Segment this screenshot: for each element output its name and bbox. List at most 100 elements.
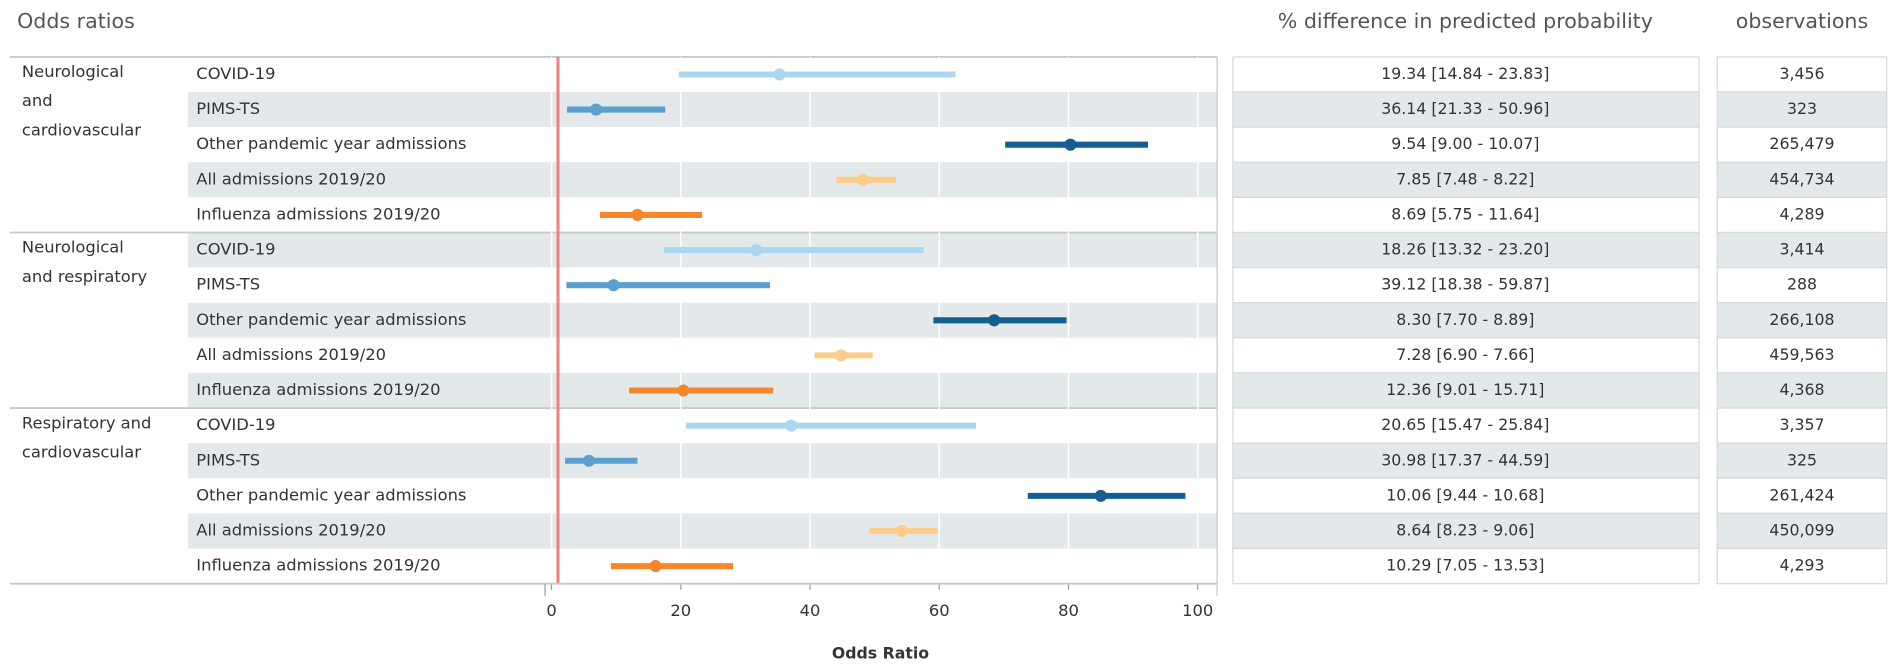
table-cell bbox=[1716, 267, 1888, 304]
x-tick-label: 80 bbox=[1058, 601, 1079, 620]
pct-difference: 20.65 [15.47 - 25.84] bbox=[1381, 415, 1549, 434]
point-estimate bbox=[631, 208, 644, 221]
group-label: Neurological bbox=[22, 238, 124, 257]
group-label: Neurological bbox=[22, 62, 124, 81]
observations: 3,456 bbox=[1779, 64, 1824, 83]
point-estimate bbox=[677, 384, 690, 397]
table-cell bbox=[1232, 231, 1700, 269]
x-tick-label: 0 bbox=[546, 601, 556, 620]
category-label: COVID-19 bbox=[196, 240, 275, 259]
category-label: PIMS-TS bbox=[196, 450, 260, 469]
pct-difference: 39.12 [18.38 - 59.87] bbox=[1381, 275, 1549, 294]
category-label: Influenza admissions 2019/20 bbox=[196, 556, 440, 575]
point-estimate bbox=[895, 524, 908, 538]
point-estimate bbox=[773, 68, 786, 81]
observations: 265,479 bbox=[1769, 134, 1834, 153]
table-cell bbox=[1716, 126, 1888, 163]
category-label: All admissions 2019/20 bbox=[196, 169, 386, 188]
point-estimate bbox=[1064, 138, 1077, 151]
group-label: Respiratory and bbox=[22, 413, 151, 432]
group-label: cardiovascular bbox=[22, 120, 141, 139]
observations: 323 bbox=[1787, 99, 1817, 118]
table-cell bbox=[1716, 56, 1888, 93]
row-band bbox=[187, 162, 1218, 198]
category-label: Influenza admissions 2019/20 bbox=[196, 204, 440, 223]
category-label: PIMS-TS bbox=[196, 275, 260, 294]
group-label: cardiovascular bbox=[22, 442, 141, 461]
x-tick-label: 20 bbox=[670, 601, 691, 620]
group-label: and bbox=[22, 91, 53, 110]
category-label: COVID-19 bbox=[196, 64, 275, 83]
category-label: All admissions 2019/20 bbox=[196, 345, 386, 364]
column-header: observations bbox=[1736, 9, 1868, 33]
table-cell bbox=[1232, 477, 1700, 515]
category-label: Other pandemic year admissions bbox=[196, 134, 466, 153]
observations: 459,563 bbox=[1769, 345, 1834, 364]
x-tick-label: 40 bbox=[800, 601, 821, 620]
observations: 261,424 bbox=[1769, 485, 1834, 504]
category-label: COVID-19 bbox=[196, 415, 275, 434]
observations: 3,414 bbox=[1779, 240, 1824, 259]
x-tick-label: 100 bbox=[1182, 601, 1213, 620]
column-header: % difference in predicted probability bbox=[1278, 9, 1653, 33]
observations: 288 bbox=[1787, 275, 1817, 294]
table-cell bbox=[1232, 547, 1700, 585]
row-band bbox=[187, 92, 1218, 128]
pct-difference: 36.14 [21.33 - 50.96] bbox=[1381, 99, 1549, 118]
category-label: Influenza admissions 2019/20 bbox=[196, 380, 440, 399]
category-label: Other pandemic year admissions bbox=[196, 485, 466, 504]
point-estimate bbox=[750, 243, 763, 257]
x-axis-title: Odds Ratio bbox=[832, 643, 929, 662]
observations: 3,357 bbox=[1779, 415, 1824, 434]
point-estimate bbox=[856, 173, 870, 186]
pct-difference: 30.98 [17.37 - 44.59] bbox=[1381, 450, 1549, 469]
observations: 4,368 bbox=[1779, 380, 1824, 399]
point-estimate bbox=[590, 103, 603, 116]
point-estimate bbox=[649, 560, 662, 573]
table-cell bbox=[1232, 267, 1700, 304]
category-label: PIMS-TS bbox=[196, 99, 260, 118]
row-band bbox=[187, 337, 1218, 373]
pct-difference: 12.36 [9.01 - 15.71] bbox=[1386, 380, 1544, 399]
point-estimate bbox=[607, 279, 620, 292]
row-band bbox=[187, 513, 1218, 549]
observations: 266,108 bbox=[1769, 310, 1834, 329]
table-cell bbox=[1232, 161, 1700, 198]
table-cell bbox=[1232, 56, 1700, 93]
chart-title: Odds ratios bbox=[17, 9, 135, 33]
observations: 4,293 bbox=[1779, 556, 1824, 575]
table-cell bbox=[1716, 302, 1888, 339]
observations: 325 bbox=[1787, 450, 1817, 469]
table-cell bbox=[1232, 442, 1700, 479]
point-estimate bbox=[1094, 489, 1107, 502]
point-estimate bbox=[988, 314, 1001, 327]
category-label: All admissions 2019/20 bbox=[196, 520, 386, 539]
row-band bbox=[187, 197, 1218, 233]
table-cell bbox=[1716, 547, 1888, 585]
pct-difference: 8.69 [5.75 - 11.64] bbox=[1391, 204, 1539, 223]
table-cell bbox=[1716, 512, 1888, 550]
observations: 450,099 bbox=[1769, 520, 1834, 539]
point-estimate bbox=[785, 419, 798, 432]
x-tick-label: 60 bbox=[929, 601, 950, 620]
table-cell bbox=[1716, 337, 1888, 374]
pct-difference: 9.54 [9.00 - 10.07] bbox=[1391, 134, 1539, 153]
point-estimate bbox=[834, 349, 848, 362]
table-cell bbox=[1716, 161, 1888, 198]
pct-difference: 7.28 [6.90 - 7.66] bbox=[1396, 345, 1534, 364]
group-label: and respiratory bbox=[22, 267, 148, 286]
pct-difference: 19.34 [14.84 - 23.83] bbox=[1381, 64, 1549, 83]
table-cell bbox=[1716, 196, 1888, 234]
pct-difference: 10.06 [9.44 - 10.68] bbox=[1386, 485, 1544, 504]
observations: 4,289 bbox=[1779, 204, 1824, 223]
observations: 454,734 bbox=[1769, 169, 1834, 188]
point-estimate bbox=[582, 454, 596, 467]
pct-difference: 10.29 [7.05 - 13.53] bbox=[1386, 556, 1544, 575]
table-cell bbox=[1716, 91, 1888, 128]
table-cell bbox=[1232, 407, 1700, 444]
pct-difference: 18.26 [13.32 - 23.20] bbox=[1381, 240, 1549, 259]
marks bbox=[565, 68, 1186, 573]
table-cell bbox=[1716, 231, 1888, 269]
